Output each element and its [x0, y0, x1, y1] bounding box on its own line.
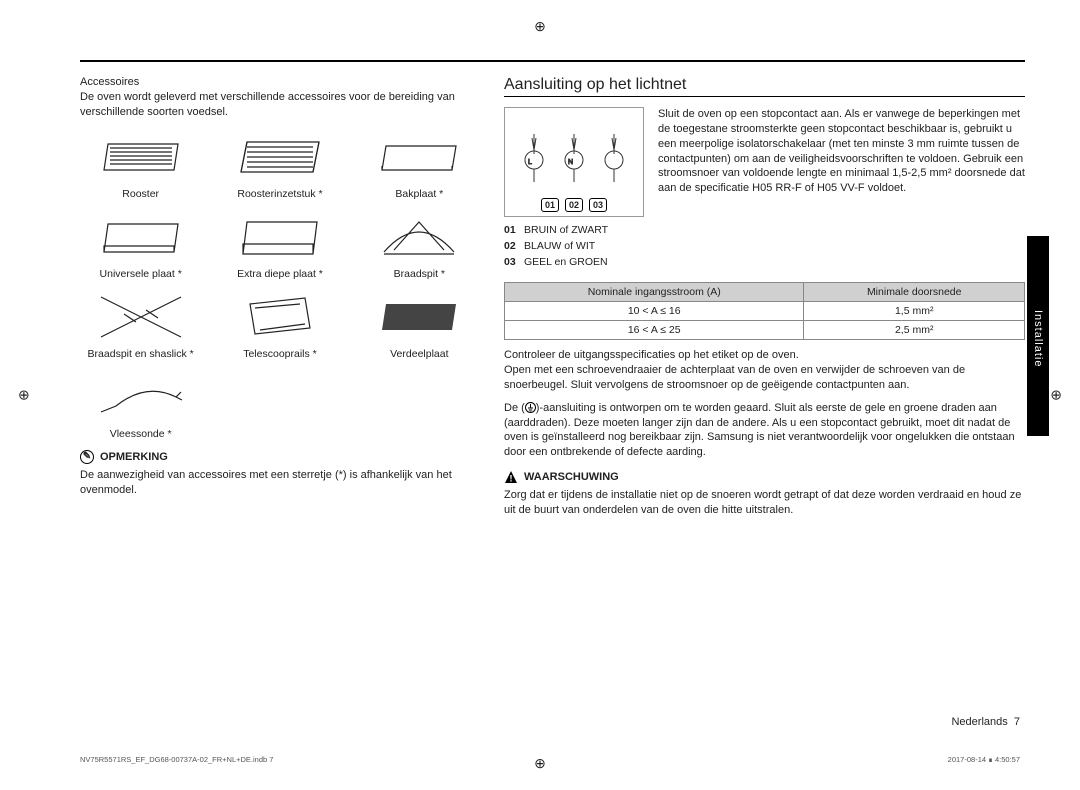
para-grounding: De ()-aansluiting is ontworpen om te wor…	[504, 401, 1025, 460]
section-title: Aansluiting op het lichtnet	[504, 76, 1025, 94]
badge-02: 02	[565, 198, 583, 212]
badge-01: 01	[541, 198, 559, 212]
table-row: 10 < A ≤ 16 1,5 mm²	[505, 302, 1025, 321]
th-current: Nominale ingangsstroom (A)	[505, 283, 804, 302]
roosterinzetstuk-label: Roosterinzetstuk *	[237, 188, 322, 200]
section-rule	[504, 96, 1025, 97]
accessory-telescooprails: Telescooprails *	[219, 288, 340, 360]
legend-row-1: 01BRUIN of ZWART	[504, 223, 644, 239]
legend-row-3: 03GEEL en GROEN	[504, 255, 644, 271]
braadspit-label: Braadspit *	[394, 268, 445, 280]
warning-text: Zorg dat er tijdens de installatie niet …	[504, 488, 1025, 518]
svg-text:!: !	[510, 474, 513, 484]
accessory-roosterinzetstuk: Roosterinzetstuk *	[219, 128, 340, 200]
footer: Nederlands 7	[951, 716, 1020, 728]
diagram-column: L N 01 02 03 01BRUIN of ZWART 02BLAUW of…	[504, 107, 644, 270]
connection-para-1: Sluit de oven op een stopcontact aan. Al…	[658, 107, 1025, 270]
warning-icon: !	[504, 470, 518, 484]
bakplaat-icon	[369, 128, 469, 186]
extra-diepe-plaat-label: Extra diepe plaat *	[237, 268, 323, 280]
note-row: ✎ OPMERKING	[80, 450, 480, 464]
vleessonde-label: Vleessonde *	[110, 428, 172, 440]
warning-row: ! WAARSCHUWING	[504, 470, 1025, 484]
ground-icon	[525, 402, 536, 413]
note-icon: ✎	[80, 450, 94, 464]
rooster-icon	[91, 128, 191, 186]
universele-plaat-label: Universele plaat *	[100, 268, 182, 280]
diagram-numbers: 01 02 03	[541, 198, 607, 212]
accessory-vleessonde: Vleessonde *	[80, 368, 201, 440]
extra-diepe-plaat-icon	[230, 208, 330, 266]
crop-mark-left: ⊕	[18, 387, 30, 404]
table-row: 16 < A ≤ 25 2,5 mm²	[505, 321, 1025, 340]
wiring-diagram: L N 01 02 03	[504, 107, 644, 217]
accessories-intro: De oven wordt geleverd met verschillende…	[80, 90, 480, 120]
telescooprails-icon	[230, 288, 330, 346]
roosterinzetstuk-icon	[230, 128, 330, 186]
footer-lang: Nederlands	[951, 716, 1007, 728]
wire-legend: 01BRUIN of ZWART 02BLAUW of WIT 03GEEL e…	[504, 223, 644, 270]
footnote-left: NV75R5571RS_EF_DG68-00737A-02_FR+NL+DE.i…	[80, 755, 273, 764]
crop-mark-top: ⊕	[534, 18, 546, 35]
bakplaat-label: Bakplaat *	[395, 188, 443, 200]
braadspit-icon	[369, 208, 469, 266]
spec-table: Nominale ingangsstroom (A) Minimale door…	[504, 282, 1025, 340]
accessory-verdeelplaat: Verdeelplaat	[359, 288, 480, 360]
rooster-label: Rooster	[122, 188, 159, 200]
accessory-extra-diepe-plaat: Extra diepe plaat *	[219, 208, 340, 280]
connection-top: L N 01 02 03 01BRUIN of ZWART 02BLAUW of…	[504, 107, 1025, 270]
note-text: De aanwezigheid van accessoires met een …	[80, 468, 480, 498]
vleessonde-icon	[91, 368, 191, 426]
accessory-braadspit-shaslick: Braadspit en shaslick *	[80, 288, 201, 360]
accessories-grid: Rooster Roosterinzetstuk * Bakplaat *	[80, 128, 480, 440]
footer-page: 7	[1014, 716, 1020, 728]
side-tab: Installatie	[1027, 236, 1049, 436]
braadspit-shaslick-icon	[91, 288, 191, 346]
left-column: Accessoires De oven wordt geleverd met v…	[80, 76, 480, 526]
accessories-heading: Accessoires	[80, 76, 480, 88]
crop-mark-bottom: ⊕	[534, 755, 546, 772]
two-column-layout: Accessoires De oven wordt geleverd met v…	[80, 76, 1025, 526]
accessory-rooster: Rooster	[80, 128, 201, 200]
warning-label: WAARSCHUWING	[524, 471, 619, 483]
footnote-right: 2017-08-14 ∎ 4:50:57	[948, 755, 1020, 764]
svg-text:N: N	[568, 159, 573, 166]
para-check-label: Controleer de uitgangsspecificaties op h…	[504, 348, 1025, 363]
note-label: OPMERKING	[100, 451, 168, 463]
telescooprails-label: Telescooprails *	[243, 348, 317, 360]
verdeelplaat-icon	[369, 288, 469, 346]
universele-plaat-icon	[91, 208, 191, 266]
crop-mark-right: ⊕	[1050, 387, 1062, 404]
top-rule	[80, 60, 1025, 62]
table-header-row: Nominale ingangsstroom (A) Minimale door…	[505, 283, 1025, 302]
th-cross: Minimale doorsnede	[804, 283, 1025, 302]
accessory-bakplaat: Bakplaat *	[359, 128, 480, 200]
para-open-backplate: Open met een schroevendraaier de achterp…	[504, 363, 1025, 393]
right-column: Aansluiting op het lichtnet L N 01 02	[504, 76, 1025, 526]
badge-03: 03	[589, 198, 607, 212]
accessory-universele-plaat: Universele plaat *	[80, 208, 201, 280]
legend-row-2: 02BLAUW of WIT	[504, 239, 644, 255]
svg-text:L: L	[528, 159, 532, 166]
accessory-braadspit: Braadspit *	[359, 208, 480, 280]
verdeelplaat-label: Verdeelplaat	[390, 348, 448, 360]
braadspit-shaslick-label: Braadspit en shaslick *	[88, 348, 194, 360]
